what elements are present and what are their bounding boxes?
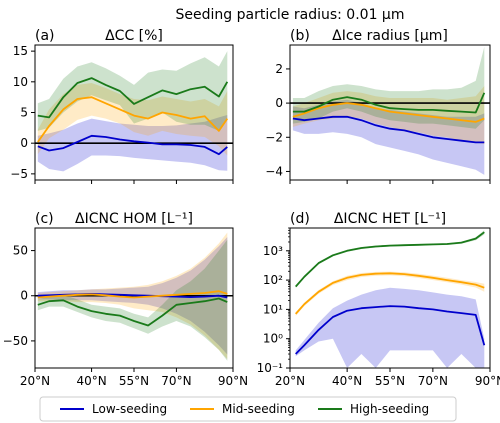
legend-label-mid: Mid-seeding	[222, 402, 295, 416]
series-a-high	[37, 77, 229, 119]
band-b-low	[292, 99, 485, 175]
panel-label-c: (c)	[35, 211, 54, 227]
xtick-label-d: 90°N	[475, 374, 500, 388]
ytick-label-d: 10⁻¹	[257, 361, 284, 375]
plot-area-c	[35, 232, 233, 361]
xtick-label-c: 55°N	[119, 374, 149, 388]
series-d-high	[295, 231, 485, 288]
xtick-label-d: 20°N	[275, 374, 305, 388]
series-c-high	[37, 297, 228, 327]
plot-area-b	[290, 46, 490, 175]
panel-c: 20°N 40°N 55°N 70°N 90°N −50 0 50 (c) ΔICNC HOM […	[3, 211, 248, 388]
panel-b: −4 −2 0 2 (b) ΔIce radius [µm]	[265, 28, 491, 184]
legend-items: Low-seeding Mid-seeding High-seeding	[60, 402, 429, 416]
series-b-mid	[292, 102, 485, 123]
panel-label-a: (a)	[35, 28, 55, 44]
ytick-label-d: 10⁰	[263, 332, 283, 346]
xtick-label-c: 40°N	[76, 374, 106, 388]
band-b-mid	[292, 86, 485, 145]
panel-title-b: ΔIce radius [µm]	[332, 28, 448, 44]
series-b-high	[292, 92, 486, 114]
ytick-label-b: 0	[275, 96, 283, 110]
figure-title: Seeding particle radius: 0.01 µm	[176, 7, 405, 23]
series-d-mid	[295, 272, 485, 315]
band-d-low	[295, 287, 485, 368]
ytick-label-b: 2	[275, 62, 283, 76]
ytick-label-b: −2	[265, 130, 283, 144]
band-b-high	[292, 46, 485, 129]
series-a-mid	[37, 96, 229, 143]
ytick-label-b: −4	[265, 164, 283, 178]
ytick-label-a: 0	[20, 136, 28, 150]
series-c-mid	[37, 290, 228, 299]
panel-title-d: ΔICNC HET [L⁻¹]	[334, 211, 446, 227]
legend-label-high: High-seeding	[350, 402, 429, 416]
plot-area-a	[35, 51, 233, 172]
xtick-label-c: 70°N	[161, 374, 191, 388]
xtick-label-c: 90°N	[218, 374, 248, 388]
ytick-label-a: 10	[13, 75, 28, 89]
band-c-high	[37, 239, 228, 361]
ytick-label-a: 5	[20, 106, 28, 120]
legend-label-low: Low-seeding	[92, 402, 167, 416]
legend: Low-seeding Mid-seeding High-seeding	[39, 396, 457, 422]
ytick-label-c: 0	[20, 289, 28, 303]
xtick-label-d: 55°N	[375, 374, 405, 388]
ytick-label-c: 50	[13, 244, 28, 258]
band-a-mid	[37, 83, 228, 156]
band-d-high	[295, 230, 485, 288]
panel-d: 20°N 40°N 55°N 70°N 90°N 10⁻¹ 10⁰ 10¹ 10² 10³ (d) Δ…	[257, 211, 500, 388]
panel-label-d: (d)	[290, 211, 310, 227]
ytick-label-a: 15	[13, 44, 28, 58]
ytick-label-d: 10¹	[263, 302, 283, 316]
xtick-label-d: 40°N	[332, 374, 362, 388]
panel-title-a: ΔCC [%]	[105, 28, 163, 44]
ytick-label-d: 10²	[263, 273, 283, 287]
ytick-label-a: −5	[10, 167, 28, 181]
series-b-low	[292, 115, 485, 144]
series-a-low	[37, 134, 228, 156]
xtick-label-c: 20°N	[20, 374, 50, 388]
panel-title-c: ΔICNC HOM [L⁻¹]	[75, 211, 193, 227]
series-d-low	[295, 305, 486, 355]
plot-area-d	[295, 230, 486, 368]
band-a-high	[37, 51, 228, 131]
ytick-label-d: 10³	[263, 244, 283, 258]
xtick-label-d: 70°N	[418, 374, 448, 388]
legend-frame	[39, 396, 457, 422]
panel-a: −5 0 5 10 15 (a) ΔCC [%]	[10, 28, 234, 184]
panel-label-b: (b)	[290, 28, 310, 44]
ytick-label-c: −50	[3, 334, 28, 348]
